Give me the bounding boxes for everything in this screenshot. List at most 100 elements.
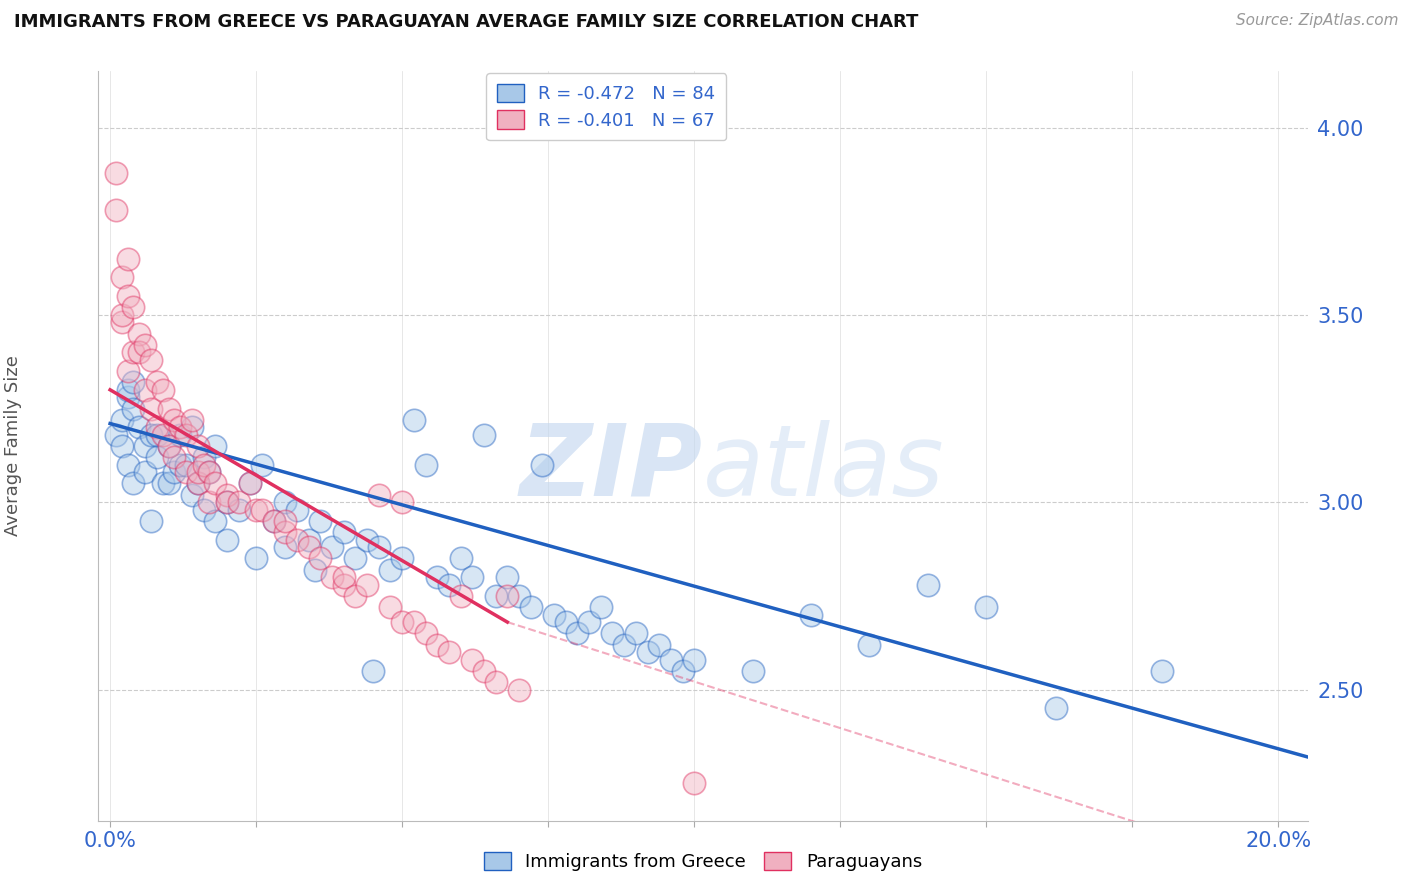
Point (589, 600, 612, 615)
Point (344, 589, 367, 603)
Point (134, 338, 156, 352)
Point (496, 589, 519, 603)
Point (157, 439, 180, 453)
Point (1150, 664, 1173, 678)
Point (472, 427, 495, 442)
Text: IMMIGRANTS FROM GREECE VS PARAGUAYAN AVERAGE FAMILY SIZE CORRELATION CHART: IMMIGRANTS FROM GREECE VS PARAGUAYAN AVE… (14, 13, 918, 31)
Point (163, 450, 186, 465)
Point (228, 502, 250, 516)
Point (332, 577, 354, 591)
Point (332, 570, 354, 584)
Point (367, 540, 389, 554)
Point (519, 600, 541, 615)
Point (215, 533, 238, 547)
Point (450, 589, 472, 603)
Point (402, 413, 425, 427)
Point (659, 652, 682, 666)
Point (117, 383, 139, 397)
Point (1045, 701, 1067, 715)
Point (741, 664, 763, 678)
Point (128, 345, 150, 359)
Point (472, 664, 495, 678)
Point (122, 401, 145, 416)
Point (104, 427, 127, 442)
Point (391, 495, 413, 509)
Point (361, 664, 384, 678)
Point (134, 383, 156, 397)
Point (139, 427, 162, 442)
Point (298, 533, 321, 547)
Point (309, 551, 332, 566)
Point (157, 439, 180, 453)
Point (437, 577, 460, 591)
Point (637, 645, 659, 659)
Point (332, 525, 354, 540)
Point (309, 514, 332, 528)
Point (128, 326, 150, 341)
Point (117, 289, 139, 303)
Point (146, 427, 169, 442)
Point (356, 577, 378, 591)
Point (174, 465, 197, 479)
Point (180, 413, 202, 427)
Point (111, 270, 134, 285)
Point (146, 376, 169, 390)
Point (285, 533, 308, 547)
Point (602, 626, 624, 640)
Point (152, 427, 174, 442)
Point (152, 383, 174, 397)
Point (321, 540, 343, 554)
Point (187, 476, 209, 491)
Point (215, 488, 238, 502)
Point (111, 315, 134, 329)
Point (858, 638, 880, 652)
Y-axis label: Average Family Size: Average Family Size (4, 356, 22, 536)
Point (250, 458, 273, 472)
Point (204, 439, 226, 453)
Point (245, 502, 267, 516)
Point (187, 476, 209, 491)
Point (391, 551, 413, 566)
Point (111, 413, 134, 427)
Point (578, 615, 600, 629)
Point (402, 615, 425, 629)
Text: Source: ZipAtlas.com: Source: ZipAtlas.com (1236, 13, 1399, 29)
Point (146, 420, 169, 434)
Point (157, 476, 180, 491)
Point (139, 514, 162, 528)
Point (450, 551, 472, 566)
Point (304, 563, 326, 577)
Point (193, 450, 215, 465)
Point (554, 615, 576, 629)
Point (917, 577, 939, 591)
Point (683, 652, 706, 666)
Point (263, 514, 285, 528)
Point (174, 427, 197, 442)
Point (104, 202, 127, 217)
Point (380, 563, 402, 577)
Point (134, 439, 156, 453)
Point (800, 607, 823, 622)
Point (245, 551, 267, 566)
Point (624, 626, 647, 640)
Point (274, 514, 297, 528)
Text: atlas: atlas (703, 420, 945, 517)
Point (239, 476, 262, 491)
Point (111, 308, 134, 322)
Point (567, 626, 589, 640)
Point (169, 427, 191, 442)
Point (193, 502, 215, 516)
Point (215, 495, 238, 509)
Point (683, 776, 706, 790)
Point (671, 664, 693, 678)
Point (415, 458, 437, 472)
Point (122, 376, 145, 390)
Point (122, 301, 145, 315)
Point (180, 488, 202, 502)
Point (139, 401, 162, 416)
Point (157, 401, 180, 416)
Point (285, 502, 308, 516)
Point (367, 488, 389, 502)
Point (485, 675, 508, 690)
Point (974, 600, 997, 615)
